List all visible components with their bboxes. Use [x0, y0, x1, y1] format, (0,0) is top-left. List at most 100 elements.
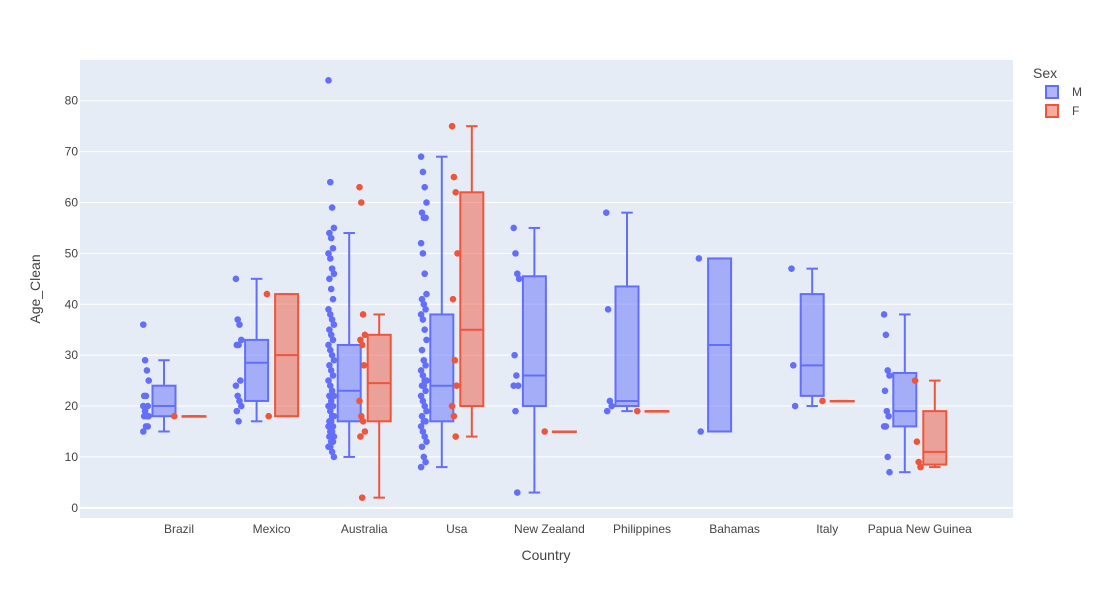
- data-point[interactable]: [448, 122, 456, 130]
- data-point[interactable]: [330, 453, 338, 461]
- data-point[interactable]: [417, 463, 425, 471]
- data-point[interactable]: [330, 224, 338, 232]
- data-point[interactable]: [144, 423, 152, 430]
- data-point[interactable]: [329, 372, 337, 379]
- data-point[interactable]: [265, 412, 273, 420]
- data-point[interactable]: [449, 295, 457, 303]
- data-point[interactable]: [422, 458, 429, 466]
- data-point[interactable]: [142, 392, 150, 400]
- data-point[interactable]: [236, 321, 243, 328]
- data-point[interactable]: [882, 423, 890, 430]
- data-point[interactable]: [453, 382, 460, 389]
- data-point[interactable]: [885, 412, 892, 420]
- data-point[interactable]: [451, 356, 459, 364]
- data-point[interactable]: [512, 250, 519, 257]
- data-point[interactable]: [417, 153, 425, 160]
- data-point[interactable]: [423, 336, 430, 344]
- data-point[interactable]: [329, 244, 337, 252]
- data-point[interactable]: [329, 438, 337, 445]
- data-point[interactable]: [326, 362, 333, 369]
- data-point[interactable]: [884, 453, 891, 461]
- data-point[interactable]: [421, 433, 429, 440]
- data-point[interactable]: [419, 250, 427, 257]
- box-F-papua-new-guinea[interactable]: [911, 377, 948, 471]
- data-point[interactable]: [328, 428, 336, 435]
- data-point[interactable]: [327, 382, 334, 389]
- data-point[interactable]: [358, 341, 366, 349]
- box-F-mexico[interactable]: [263, 290, 300, 420]
- data-point[interactable]: [421, 270, 429, 278]
- data-point[interactable]: [359, 418, 367, 425]
- box-F-usa[interactable]: [448, 122, 485, 440]
- data-point[interactable]: [328, 448, 336, 456]
- data-point[interactable]: [325, 377, 332, 384]
- data-point[interactable]: [325, 423, 332, 430]
- data-point[interactable]: [881, 387, 889, 395]
- data-point[interactable]: [422, 306, 429, 313]
- data-point[interactable]: [234, 316, 241, 323]
- data-point[interactable]: [515, 275, 523, 283]
- data-point[interactable]: [237, 377, 244, 384]
- data-point[interactable]: [422, 362, 429, 369]
- data-point[interactable]: [143, 367, 151, 374]
- data-point[interactable]: [423, 290, 430, 298]
- data-point[interactable]: [327, 397, 335, 405]
- legend-item-F[interactable]: F: [1045, 104, 1079, 118]
- data-point[interactable]: [420, 453, 428, 461]
- data-point[interactable]: [423, 407, 430, 415]
- data-point[interactable]: [358, 412, 365, 420]
- data-point[interactable]: [514, 270, 521, 278]
- data-point[interactable]: [417, 423, 425, 430]
- data-point[interactable]: [421, 183, 429, 191]
- data-point[interactable]: [361, 428, 369, 435]
- data-point[interactable]: [695, 255, 703, 262]
- legend[interactable]: Sex MF: [1033, 65, 1082, 118]
- box-M-usa[interactable]: [417, 153, 455, 471]
- data-point[interactable]: [328, 316, 336, 323]
- data-point[interactable]: [420, 300, 428, 308]
- data-point[interactable]: [419, 428, 427, 435]
- data-point[interactable]: [886, 468, 893, 476]
- data-point[interactable]: [145, 377, 152, 384]
- data-point[interactable]: [327, 178, 334, 186]
- data-point[interactable]: [358, 199, 365, 206]
- data-point[interactable]: [325, 306, 332, 313]
- data-point[interactable]: [238, 402, 245, 410]
- data-point[interactable]: [330, 270, 338, 278]
- data-point[interactable]: [327, 418, 335, 425]
- data-point[interactable]: [328, 265, 336, 272]
- data-point[interactable]: [541, 428, 548, 435]
- box-F-australia[interactable]: [356, 183, 392, 501]
- data-point[interactable]: [886, 372, 893, 379]
- data-point[interactable]: [419, 372, 427, 379]
- data-point[interactable]: [419, 316, 427, 323]
- data-point[interactable]: [356, 397, 363, 405]
- data-point[interactable]: [235, 418, 242, 425]
- data-point[interactable]: [510, 382, 517, 389]
- data-point[interactable]: [511, 351, 518, 359]
- legend-item-M[interactable]: M: [1045, 85, 1082, 99]
- box-M-bahamas[interactable]: [695, 255, 733, 435]
- data-point[interactable]: [422, 214, 429, 222]
- data-point[interactable]: [330, 321, 338, 328]
- data-point[interactable]: [514, 489, 521, 496]
- data-point[interactable]: [356, 183, 363, 191]
- data-point[interactable]: [420, 382, 428, 389]
- data-point[interactable]: [915, 458, 922, 466]
- data-point[interactable]: [232, 275, 240, 283]
- data-point[interactable]: [171, 412, 178, 420]
- data-point[interactable]: [141, 356, 149, 364]
- data-point[interactable]: [357, 433, 364, 440]
- data-point[interactable]: [141, 407, 149, 415]
- data-point[interactable]: [417, 239, 425, 247]
- data-point[interactable]: [326, 326, 333, 334]
- data-point[interactable]: [452, 189, 460, 196]
- data-point[interactable]: [359, 311, 367, 318]
- data-point[interactable]: [328, 204, 336, 211]
- data-point[interactable]: [913, 438, 921, 445]
- data-point[interactable]: [418, 412, 426, 420]
- data-point[interactable]: [361, 331, 369, 339]
- data-point[interactable]: [423, 199, 430, 206]
- data-point[interactable]: [325, 77, 332, 84]
- data-point[interactable]: [418, 346, 426, 354]
